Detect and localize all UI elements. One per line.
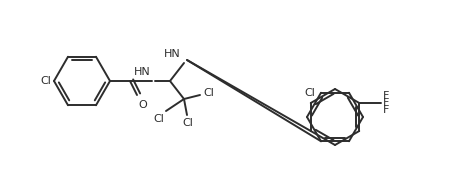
- Text: Cl: Cl: [202, 88, 213, 98]
- Text: HN: HN: [164, 49, 180, 59]
- Text: Cl: Cl: [304, 88, 314, 98]
- Text: Cl: Cl: [153, 114, 164, 124]
- Text: F: F: [382, 98, 389, 108]
- Text: F: F: [382, 105, 389, 115]
- Text: HN: HN: [134, 67, 151, 77]
- Text: Cl: Cl: [40, 76, 51, 86]
- Text: F: F: [382, 91, 389, 101]
- Text: O: O: [138, 100, 146, 110]
- Text: Cl: Cl: [182, 118, 193, 128]
